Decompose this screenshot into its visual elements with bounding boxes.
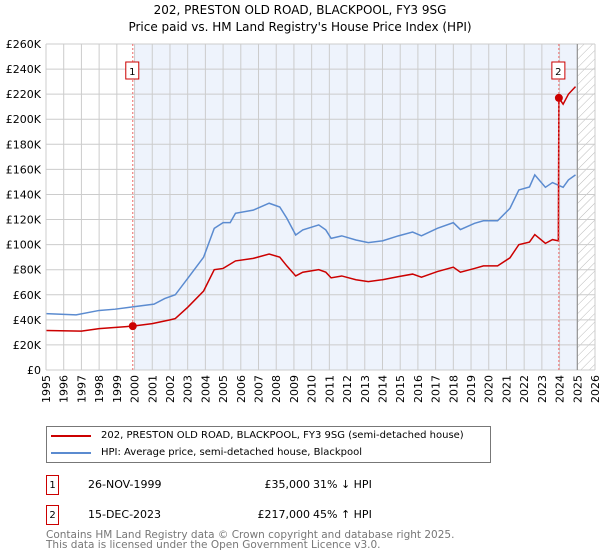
sale-date: 26-NOV-1999: [88, 478, 162, 491]
legend-item-property: 202, PRESTON OLD ROAD, BLACKPOOL, FY3 9S…: [51, 430, 464, 441]
sale-marker-label: 1: [129, 67, 135, 78]
x-tick-label: 2026: [589, 375, 600, 403]
x-tick-label: 1999: [111, 375, 124, 403]
sale-marker-badge: 1: [46, 475, 59, 495]
x-tick-label: 2004: [199, 375, 212, 403]
hpi-line: [45, 173, 576, 316]
sale-price: £217,000: [257, 508, 311, 521]
shaded-period: [134, 44, 578, 370]
sale-marker-box: [125, 61, 140, 80]
x-tick-label: 2017: [430, 375, 443, 403]
y-tick-label: £40K: [13, 314, 42, 327]
y-tick-label: £180K: [6, 138, 42, 151]
x-tick-label: 2009: [288, 375, 301, 403]
chart-subtitle: Price paid vs. HM Land Registry's House …: [128, 20, 472, 34]
footer: Contains HM Land Registry data © Crown c…: [46, 529, 455, 551]
x-tick-label: 2002: [164, 375, 177, 403]
x-tick-label: 2008: [270, 375, 283, 403]
price-chart: 1 2 1995 1996 1997 1998 1999 2000 2001 2002 2003 20…: [6, 38, 600, 403]
sale-marker-label: 2: [555, 67, 561, 78]
y-tick-label: £120K: [6, 214, 42, 227]
y-tick-label: £240K: [6, 63, 42, 76]
y-tick-label: £200K: [6, 113, 42, 126]
y-tick-label: £80K: [13, 264, 42, 277]
property-price-line: [45, 86, 577, 332]
legend-label: 202, PRESTON OLD ROAD, BLACKPOOL, FY3 9S…: [101, 430, 464, 441]
x-tick-label: 2007: [253, 375, 266, 403]
y-tick-label: £220K: [6, 88, 42, 101]
sale-marker-badge: 2: [46, 505, 59, 525]
x-tick-label: 2019: [465, 375, 478, 403]
chart-title: 202, PRESTON OLD ROAD, BLACKPOOL, FY3 9S…: [153, 3, 447, 17]
x-tick-label: 2014: [376, 375, 389, 403]
footer-licence: This data is licensed under the Open Gov…: [46, 539, 381, 551]
sale-price: £35,000: [264, 478, 311, 491]
legend: 202, PRESTON OLD ROAD, BLACKPOOL, FY3 9S…: [46, 426, 491, 463]
x-tick-label: 2010: [306, 375, 319, 403]
x-tick-label: 2015: [394, 375, 407, 403]
x-tick-label: 2005: [217, 375, 230, 403]
forecast-hatch: [577, 44, 595, 370]
sale-point: [128, 322, 137, 331]
y-tick-label: £100K: [6, 239, 42, 252]
x-tick-label: 2018: [447, 375, 460, 403]
legend-swatch-red: [51, 434, 91, 437]
sale-date: 15-DEC-2023: [88, 508, 162, 521]
x-tick-label: 2020: [483, 375, 496, 403]
x-tick-label: 2012: [341, 375, 354, 403]
y-tick-label: £60K: [13, 289, 42, 302]
x-tick-label: 2011: [323, 375, 336, 403]
x-tick-label: 2003: [182, 375, 195, 403]
footer-copyright: Contains HM Land Registry data © Crown c…: [46, 529, 455, 541]
y-tick-label: £160K: [6, 163, 42, 176]
sale-marker-box: [551, 61, 566, 80]
x-tick-label: 2001: [146, 375, 159, 403]
x-tick-label: 2023: [536, 375, 549, 403]
y-tick-label: £0: [27, 364, 41, 377]
x-tick-label: 2024: [554, 375, 567, 403]
sale-point: [554, 93, 563, 102]
x-tick-label: 2006: [235, 375, 248, 403]
x-tick-label: 2016: [412, 375, 425, 403]
sale-hpi-diff: 45% ↑ HPI: [313, 508, 372, 521]
x-tick-label: 1995: [40, 375, 53, 403]
x-tick-label: 2000: [129, 375, 142, 403]
sale-row: 1 26-NOV-1999 £35,000 31% ↓ HPI: [46, 475, 446, 495]
x-tick-label: 2013: [359, 375, 372, 403]
x-tick-label: 2022: [518, 375, 531, 403]
x-tick-label: 1996: [58, 375, 71, 403]
y-tick-label: £260K: [6, 38, 42, 51]
y-tick-label: £20K: [13, 339, 42, 352]
x-tick-label: 2021: [500, 375, 513, 403]
sale-hpi-diff: 31% ↓ HPI: [313, 478, 372, 491]
x-tick-label: 1997: [75, 375, 88, 403]
y-tick-label: £140K: [6, 188, 42, 201]
x-tick-label: 1998: [93, 375, 106, 403]
x-tick-label: 2025: [571, 375, 584, 403]
legend-swatch-blue: [51, 451, 91, 454]
sale-row: 2 15-DEC-2023 £217,000 45% ↑ HPI: [46, 505, 446, 525]
legend-item-hpi: HPI: Average price, semi-detached house,…: [51, 447, 362, 458]
legend-label: HPI: Average price, semi-detached house,…: [101, 447, 363, 458]
